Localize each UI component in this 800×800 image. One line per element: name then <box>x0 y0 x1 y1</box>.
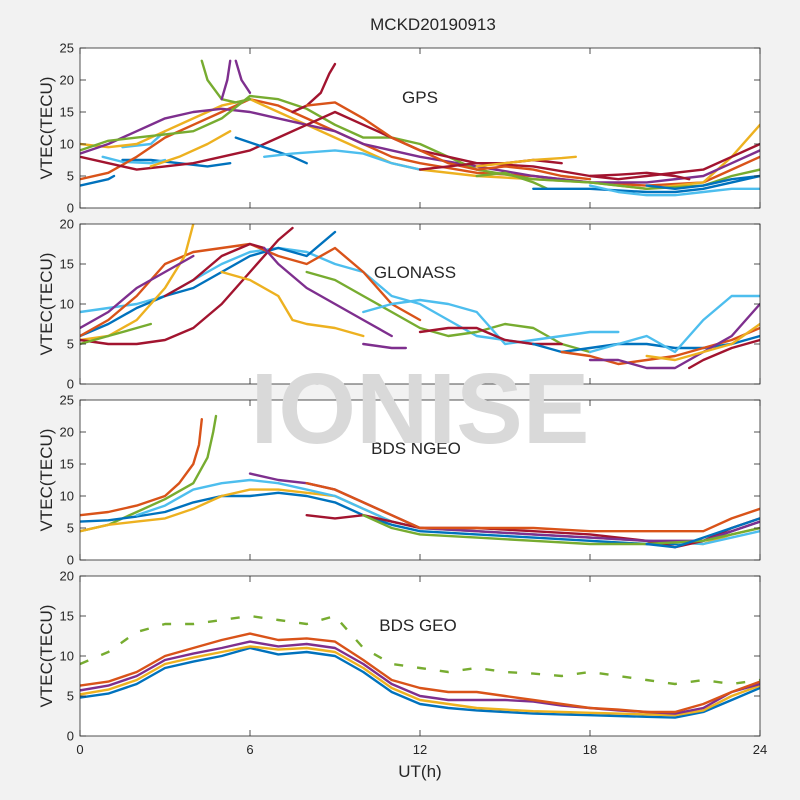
y-tick-label: 0 <box>67 729 74 744</box>
x-tick-label: 0 <box>76 742 83 757</box>
series-line-8 <box>263 246 393 338</box>
x-tick-label: 18 <box>583 742 597 757</box>
series-line-10 <box>305 270 592 354</box>
y-tick-label: 20 <box>60 425 74 440</box>
series-line-0 <box>80 174 116 187</box>
y-tick-label: 15 <box>60 257 74 272</box>
series-line-10 <box>220 59 232 101</box>
panel-label: BDS NGEO <box>371 439 461 458</box>
panel-3: 0 5 10 15 20 0 6 12 18 24 VTEC(TECU) BDS GEO <box>37 569 767 758</box>
series-line-11 <box>234 59 252 94</box>
x-axis-label: UT(h) <box>398 762 441 781</box>
y-tick-label: 20 <box>60 569 74 584</box>
series-line-4 <box>80 226 294 346</box>
series-line-6 <box>80 322 152 346</box>
y-axis-label: VTEC(TECU) <box>37 77 56 180</box>
series-line-8 <box>362 514 760 546</box>
y-tick-label: 5 <box>67 337 74 352</box>
series-line-3 <box>80 632 760 714</box>
y-tick-label: 10 <box>60 137 74 152</box>
series-line-0 <box>80 646 760 719</box>
series-line-16 <box>588 294 760 354</box>
series-line-2 <box>101 155 167 165</box>
y-tick-label: 20 <box>60 217 74 232</box>
series-line-14 <box>234 136 308 165</box>
series-line-23 <box>645 174 760 190</box>
x-tick-label: 24 <box>753 742 767 757</box>
series-line-1 <box>80 645 760 717</box>
panel-label: GLONASS <box>374 263 456 282</box>
series-line-13 <box>362 342 407 350</box>
series-line-4 <box>80 614 760 686</box>
y-tick-label: 25 <box>60 41 74 56</box>
series-line-7 <box>305 482 760 533</box>
series-line-0 <box>80 418 203 517</box>
y-axis-label: VTEC(TECU) <box>37 429 56 532</box>
series-line-12 <box>291 62 337 114</box>
figure-title: MCKD20190913 <box>370 15 496 34</box>
series-line-14 <box>532 334 760 354</box>
panel-label: GPS <box>402 88 438 107</box>
series-line-20 <box>532 174 760 194</box>
y-tick-label: 25 <box>60 393 74 408</box>
series-line-13 <box>149 130 232 168</box>
x-tick-label: 12 <box>413 742 427 757</box>
series-line-21 <box>588 184 760 197</box>
y-tick-label: 5 <box>67 689 74 704</box>
panel-1: 0 5 10 15 20 VTEC(TECU) GLONASS <box>37 217 761 392</box>
panel-label: BDS GEO <box>379 616 456 635</box>
series-line-1 <box>80 414 218 533</box>
panels: 0 5 10 15 20 25 VTEC(TECU) GPS 0 5 10 15 20 VTEC(TECU… <box>37 41 767 758</box>
panel-2: 0 5 10 15 20 25 VTEC(TECU) BDS NGEO <box>37 393 761 568</box>
y-tick-label: 0 <box>67 201 74 216</box>
y-axis-label: VTEC(TECU) <box>37 605 56 708</box>
series-group <box>80 59 760 197</box>
series-group <box>80 224 760 370</box>
y-tick-label: 15 <box>60 609 74 624</box>
y-tick-label: 0 <box>67 377 74 392</box>
y-tick-label: 10 <box>60 297 74 312</box>
y-tick-label: 0 <box>67 553 74 568</box>
series-line-17 <box>588 302 760 370</box>
x-tick-label: 6 <box>246 742 253 757</box>
watermark: IONISE <box>251 353 590 465</box>
y-axis-label: VTEC(TECU) <box>37 253 56 356</box>
series-line-1 <box>80 230 337 338</box>
y-tick-label: 10 <box>60 489 74 504</box>
series-line-22 <box>588 171 691 181</box>
series-group <box>80 614 760 719</box>
series-line-19 <box>475 171 549 190</box>
series-line-18 <box>475 155 577 168</box>
series-line-16 <box>305 101 592 181</box>
series-line-15 <box>263 149 422 171</box>
series-line-1 <box>121 158 232 168</box>
series-line-6 <box>80 107 760 184</box>
series-line-11 <box>362 298 620 346</box>
y-tick-label: 5 <box>67 169 74 184</box>
series-line-9 <box>645 517 760 549</box>
y-tick-label: 15 <box>60 105 74 120</box>
series-line-12 <box>418 326 563 346</box>
y-tick-label: 15 <box>60 457 74 472</box>
series-line-18 <box>688 338 760 370</box>
y-tick-label: 5 <box>67 521 74 536</box>
series-line-9 <box>220 270 365 338</box>
y-tick-label: 10 <box>60 649 74 664</box>
series-line-19 <box>645 322 760 362</box>
panel-0: 0 5 10 15 20 25 VTEC(TECU) GPS <box>37 41 761 216</box>
series-line-7 <box>163 242 266 298</box>
series-line-8 <box>80 110 760 181</box>
series-line-7 <box>80 94 760 190</box>
series-line-5 <box>80 254 195 330</box>
series-group <box>80 414 760 549</box>
plot-area <box>80 576 760 736</box>
y-tick-label: 20 <box>60 73 74 88</box>
